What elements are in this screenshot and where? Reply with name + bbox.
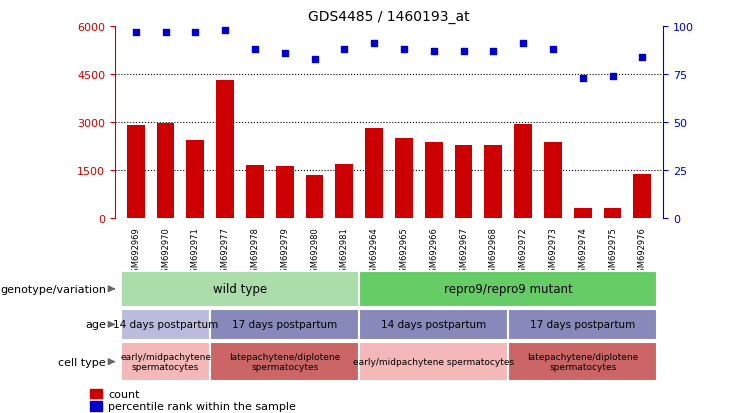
Bar <box>127 126 144 219</box>
Bar <box>246 165 264 219</box>
Bar <box>454 146 473 219</box>
FancyBboxPatch shape <box>121 342 210 381</box>
FancyBboxPatch shape <box>121 271 359 307</box>
Bar <box>395 139 413 219</box>
Point <box>607 74 619 80</box>
Text: repro9/repro9 mutant: repro9/repro9 mutant <box>444 282 573 296</box>
Text: 17 days postpartum: 17 days postpartum <box>530 320 635 330</box>
Point <box>458 48 470 55</box>
Text: age: age <box>85 320 106 330</box>
Text: GSM692979: GSM692979 <box>280 226 289 277</box>
Point <box>249 47 261 53</box>
Point <box>488 48 499 55</box>
Text: 14 days postpartum: 14 days postpartum <box>381 320 486 330</box>
Text: percentile rank within the sample: percentile rank within the sample <box>108 401 296 411</box>
Text: GSM692964: GSM692964 <box>370 226 379 277</box>
Text: GSM692976: GSM692976 <box>638 226 647 277</box>
Text: GSM692978: GSM692978 <box>250 226 259 277</box>
Point <box>130 29 142 36</box>
Text: early/midpachytene spermatocytes: early/midpachytene spermatocytes <box>353 357 514 366</box>
Bar <box>544 143 562 219</box>
FancyBboxPatch shape <box>210 309 359 340</box>
Text: GSM692969: GSM692969 <box>131 226 140 277</box>
FancyBboxPatch shape <box>359 309 508 340</box>
Point <box>279 50 290 57</box>
Text: early/midpachytene
spermatocytes: early/midpachytene spermatocytes <box>120 352 211 371</box>
Bar <box>365 128 383 219</box>
Text: genotype/variation: genotype/variation <box>0 284 106 294</box>
Point <box>428 48 439 55</box>
Bar <box>485 145 502 219</box>
FancyBboxPatch shape <box>508 309 657 340</box>
Point <box>339 47 350 53</box>
Bar <box>187 140 205 219</box>
Text: 17 days postpartum: 17 days postpartum <box>232 320 337 330</box>
Text: GSM692970: GSM692970 <box>161 226 170 277</box>
Bar <box>216 81 234 219</box>
FancyBboxPatch shape <box>359 342 508 381</box>
Text: GSM692977: GSM692977 <box>221 226 230 277</box>
Point <box>159 29 171 36</box>
Text: GSM692971: GSM692971 <box>191 226 200 277</box>
Bar <box>336 164 353 219</box>
Text: GSM692973: GSM692973 <box>548 226 557 277</box>
Point <box>517 41 529 47</box>
Point <box>368 41 380 47</box>
Bar <box>634 175 651 219</box>
Point <box>308 56 320 63</box>
Point <box>190 29 202 36</box>
Text: GSM692980: GSM692980 <box>310 226 319 277</box>
Bar <box>574 209 591 219</box>
Text: wild type: wild type <box>213 282 267 296</box>
Text: GSM692965: GSM692965 <box>399 226 408 277</box>
FancyBboxPatch shape <box>210 342 359 381</box>
Text: GSM692981: GSM692981 <box>340 226 349 277</box>
Bar <box>276 167 293 219</box>
Text: GSM692968: GSM692968 <box>489 226 498 277</box>
Text: count: count <box>108 389 140 399</box>
Text: latepachytene/diplotene
spermatocytes: latepachytene/diplotene spermatocytes <box>229 352 340 371</box>
Point <box>398 47 410 53</box>
Point <box>219 27 231 34</box>
Bar <box>156 123 174 219</box>
FancyBboxPatch shape <box>508 342 657 381</box>
Point <box>547 47 559 53</box>
Text: latepachytene/diplotene
spermatocytes: latepachytene/diplotene spermatocytes <box>527 352 638 371</box>
Point <box>637 54 648 61</box>
Text: GSM692975: GSM692975 <box>608 226 617 277</box>
Bar <box>305 176 324 219</box>
Bar <box>90 401 102 411</box>
Text: cell type: cell type <box>59 357 106 367</box>
Bar <box>90 389 102 398</box>
Text: 14 days postpartum: 14 days postpartum <box>113 320 218 330</box>
Text: GSM692966: GSM692966 <box>429 226 438 277</box>
Title: GDS4485 / 1460193_at: GDS4485 / 1460193_at <box>308 10 470 24</box>
FancyBboxPatch shape <box>359 271 657 307</box>
Text: GSM692974: GSM692974 <box>578 226 587 277</box>
Bar <box>604 208 622 219</box>
Text: GSM692967: GSM692967 <box>459 226 468 277</box>
Bar <box>514 124 532 219</box>
Bar <box>425 143 442 219</box>
FancyBboxPatch shape <box>121 309 210 340</box>
Point <box>576 76 588 82</box>
Text: GSM692972: GSM692972 <box>519 226 528 277</box>
